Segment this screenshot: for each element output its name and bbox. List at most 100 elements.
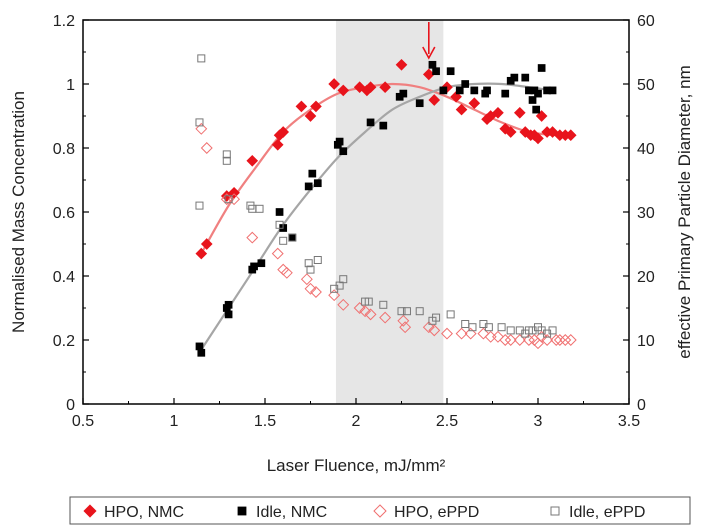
point-s3-19: [364, 297, 373, 306]
point-s1-22: [428, 60, 437, 69]
point-s3-14: [313, 256, 322, 264]
point-s2-28: [504, 334, 517, 346]
point-s0-10: [310, 100, 322, 113]
point-s2-5: [271, 247, 284, 260]
x-axis-ticks: 0.5 1 1.5 2 2.5 3 3.5: [72, 398, 640, 430]
point-s1-42: [548, 86, 557, 95]
point-s0-29: [513, 106, 526, 119]
point-s2-11: [328, 289, 341, 302]
point-s2-35: [550, 334, 563, 346]
point-s1-27: [461, 80, 470, 88]
point-s1-24: [439, 86, 448, 95]
point-s3-28: [468, 323, 477, 332]
y-tick-label-3: 0.6: [53, 205, 75, 222]
point-s2-14: [359, 305, 372, 318]
y2-axis-label: effective Primary Particle Diameter, nm: [675, 65, 694, 359]
y-tick-label-0: 0: [66, 397, 75, 414]
legend-marker-3: [550, 506, 560, 516]
point-s1-31: [501, 89, 510, 98]
point-s1-39: [534, 89, 542, 98]
y2-tick-label-6: 60: [637, 13, 655, 30]
point-s3-23: [415, 307, 424, 316]
legend-marker-1: [237, 506, 247, 516]
arrow-head: [422, 46, 436, 60]
point-s0-7: [277, 126, 290, 138]
point-s1-18: [379, 121, 388, 130]
point-s2-26: [492, 330, 504, 343]
point-s2-33: [535, 330, 548, 343]
point-s3-22: [402, 307, 411, 316]
point-s0-19: [428, 94, 441, 106]
point-s3-0: [197, 54, 206, 63]
point-s2-37: [559, 334, 572, 346]
point-s2-6: [277, 263, 290, 276]
y2-axis-ticks: 0 10 20 30 40 50 60: [623, 13, 655, 414]
point-s0-22: [455, 103, 468, 116]
point-s3-31: [497, 323, 506, 332]
point-s2-27: [499, 334, 512, 346]
x-tick-label-3: 2: [352, 413, 361, 430]
point-s1-30: [483, 86, 491, 95]
point-s2-3: [228, 193, 241, 206]
point-s3-9: [275, 220, 284, 229]
x-tick-label-1: 1: [170, 413, 179, 430]
point-s0-28: [504, 126, 517, 138]
y-tick-label-1: 0.2: [53, 333, 75, 350]
point-s2-25: [484, 330, 497, 343]
point-s1-26: [455, 86, 464, 95]
point-s3-3: [222, 156, 231, 165]
point-s2-36: [553, 334, 566, 346]
point-s0-8: [295, 100, 308, 113]
y2-tick-label-4: 40: [637, 141, 655, 158]
x-axis-label: Laser Fluence, mJ/mm²: [267, 456, 446, 475]
point-s1-12: [308, 169, 317, 178]
point-s2-38: [564, 334, 577, 346]
point-s3-32: [506, 326, 515, 335]
legend-marker-2: [373, 504, 387, 518]
point-s0-0: [195, 247, 208, 260]
point-s0-26: [492, 106, 504, 119]
arrow-marker: [422, 22, 436, 60]
data-points: [195, 54, 577, 357]
point-s3-11: [288, 233, 297, 242]
point-s1-8: [275, 208, 284, 216]
legend-box: [69, 496, 691, 525]
point-s0-39: [564, 129, 577, 142]
point-s3-1: [195, 118, 204, 127]
point-s1-35: [525, 86, 533, 95]
point-s3-26: [446, 310, 455, 319]
point-s2-9: [304, 282, 317, 295]
point-s1-23: [432, 67, 440, 76]
point-s1-21: [415, 99, 424, 108]
point-s2-12: [337, 298, 350, 311]
x-tick-label-6: 3.5: [618, 413, 640, 430]
point-s3-17: [339, 275, 348, 284]
legend-label-2: HPO, ePPD: [394, 504, 479, 521]
point-s3-2: [195, 201, 204, 210]
point-s1-38: [532, 105, 541, 114]
point-s0-11: [328, 78, 340, 90]
point-s0-12: [337, 84, 350, 97]
point-s1-28: [470, 86, 479, 95]
point-s3-10: [279, 236, 288, 245]
point-s2-13: [353, 302, 366, 314]
point-s1-15: [335, 137, 344, 146]
point-s1-3: [224, 310, 233, 319]
point-s2-21: [441, 327, 453, 340]
point-s0-23: [468, 97, 481, 110]
point-s2-8: [300, 273, 313, 286]
y-axis-label: Normalised Mass Concentration: [9, 91, 28, 333]
point-s3-20: [379, 300, 388, 309]
point-s1-25: [446, 67, 455, 76]
y-tick-label-5: 1: [66, 77, 75, 94]
point-s2-18: [399, 321, 412, 334]
point-s3-25: [432, 313, 441, 322]
point-s1-16: [339, 147, 348, 156]
y-tick-label-4: 0.8: [53, 141, 75, 158]
point-s0-4: [246, 154, 259, 167]
y2-tick-label-2: 20: [637, 269, 655, 286]
point-s1-40: [537, 64, 546, 72]
point-s3-40: [548, 326, 557, 335]
y-tick-label-2: 0.4: [53, 269, 75, 286]
y2-tick-label-5: 50: [637, 77, 655, 94]
